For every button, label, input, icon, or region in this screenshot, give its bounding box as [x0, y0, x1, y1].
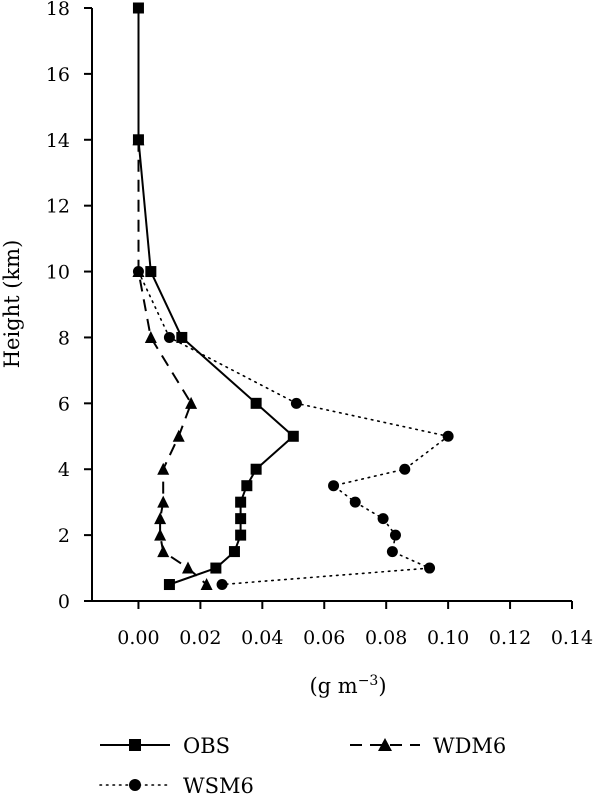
y-tick-label: 4: [58, 459, 70, 481]
axes: 0.00 0.02 0.04 0.06 0.08 0.10 0.12 0.14 0 2 4 6 8 10…: [46, 0, 593, 649]
x-tick-label: 0.06: [303, 627, 345, 649]
x-tick-label: 0.12: [489, 627, 531, 649]
data-point-wdm6: [154, 512, 167, 525]
data-point-obs: [228, 546, 240, 558]
data-point-wsm6: [290, 397, 302, 409]
data-point-wsm6: [424, 562, 436, 574]
data-point-obs: [235, 496, 247, 508]
data-point-obs: [235, 529, 247, 541]
data-point-wdm6: [200, 578, 213, 591]
legend-marker-wsm6: [129, 779, 141, 791]
data-point-wsm6: [389, 529, 401, 541]
data-point-wdm6: [157, 462, 170, 475]
legend-label-obs: OBS: [183, 734, 230, 758]
y-ticks: 0 2 4 6 8 10 12 14 16 18: [46, 0, 92, 613]
data-point-obs: [176, 331, 188, 343]
data-point-obs: [287, 430, 299, 442]
x-tick-label: 0.08: [365, 627, 407, 649]
legend-item-wsm6: WSM6: [99, 774, 254, 797]
data-point-wdm6: [144, 330, 157, 343]
data-point-wsm6: [349, 496, 361, 508]
data-point-obs: [250, 397, 262, 409]
data-point-wdm6: [154, 528, 167, 541]
data-point-wdm6: [182, 561, 194, 574]
x-tick-label: 0.14: [551, 627, 593, 649]
data-point-wdm6: [157, 545, 170, 558]
data-point-wsm6: [328, 480, 340, 492]
data-point-obs: [145, 266, 157, 278]
y-tick-label: 10: [46, 262, 70, 284]
legend: OBS WDM6 WSM6: [99, 734, 506, 797]
legend-label-wdm6: WDM6: [433, 734, 506, 758]
y-tick-label: 6: [58, 393, 70, 415]
data-point-wdm6: [185, 396, 198, 409]
y-tick-label: 14: [46, 130, 70, 152]
x-ticks: 0.00 0.02 0.04 0.06 0.08 0.10 0.12 0.14: [117, 601, 593, 649]
data-point-obs: [250, 463, 262, 475]
legend-item-wdm6: WDM6: [350, 734, 506, 758]
x-axis-title-close: ): [378, 674, 386, 698]
series-obs: [132, 2, 299, 591]
data-point-wsm6: [399, 463, 411, 475]
x-axis-title-base: (g m: [309, 674, 357, 698]
y-tick-label: 0: [58, 591, 70, 613]
y-tick-label: 8: [58, 327, 70, 349]
legend-marker-obs: [129, 739, 141, 751]
series-layer: [132, 2, 454, 591]
data-point-wdm6: [132, 133, 145, 146]
y-tick-label: 16: [46, 64, 70, 86]
data-point-obs: [241, 480, 253, 492]
data-point-wsm6: [377, 513, 389, 525]
x-tick-label: 0.04: [241, 627, 283, 649]
x-tick-label: 0.10: [427, 627, 469, 649]
legend-marker-wdm6: [378, 738, 392, 751]
data-point-obs: [163, 579, 175, 591]
data-point-obs: [235, 513, 247, 525]
data-point-wsm6: [216, 579, 228, 591]
data-point-wdm6: [172, 429, 185, 442]
y-axis-title: Height (km): [0, 240, 24, 369]
x-axis-title: (g m−3): [309, 673, 386, 698]
x-tick-label: 0.00: [117, 627, 159, 649]
data-point-wsm6: [132, 266, 144, 278]
data-point-wsm6: [386, 546, 398, 558]
data-point-obs: [132, 2, 144, 14]
legend-label-wsm6: WSM6: [183, 774, 254, 797]
data-point-wsm6: [442, 430, 454, 442]
data-point-wsm6: [163, 331, 175, 343]
series-line-wsm6: [137, 270, 449, 586]
series-line-wdm6: [137, 139, 208, 586]
x-tick-label: 0.02: [179, 627, 221, 649]
data-point-wdm6: [157, 495, 170, 508]
legend-item-obs: OBS: [100, 734, 230, 758]
y-tick-label: 12: [46, 196, 70, 218]
y-tick-label: 2: [58, 525, 70, 547]
data-point-obs: [210, 562, 222, 574]
y-tick-label: 18: [46, 0, 70, 20]
series-wsm6: [132, 266, 454, 591]
x-axis-title-exponent: −3: [358, 673, 379, 689]
series-line-obs: [137, 8, 295, 586]
